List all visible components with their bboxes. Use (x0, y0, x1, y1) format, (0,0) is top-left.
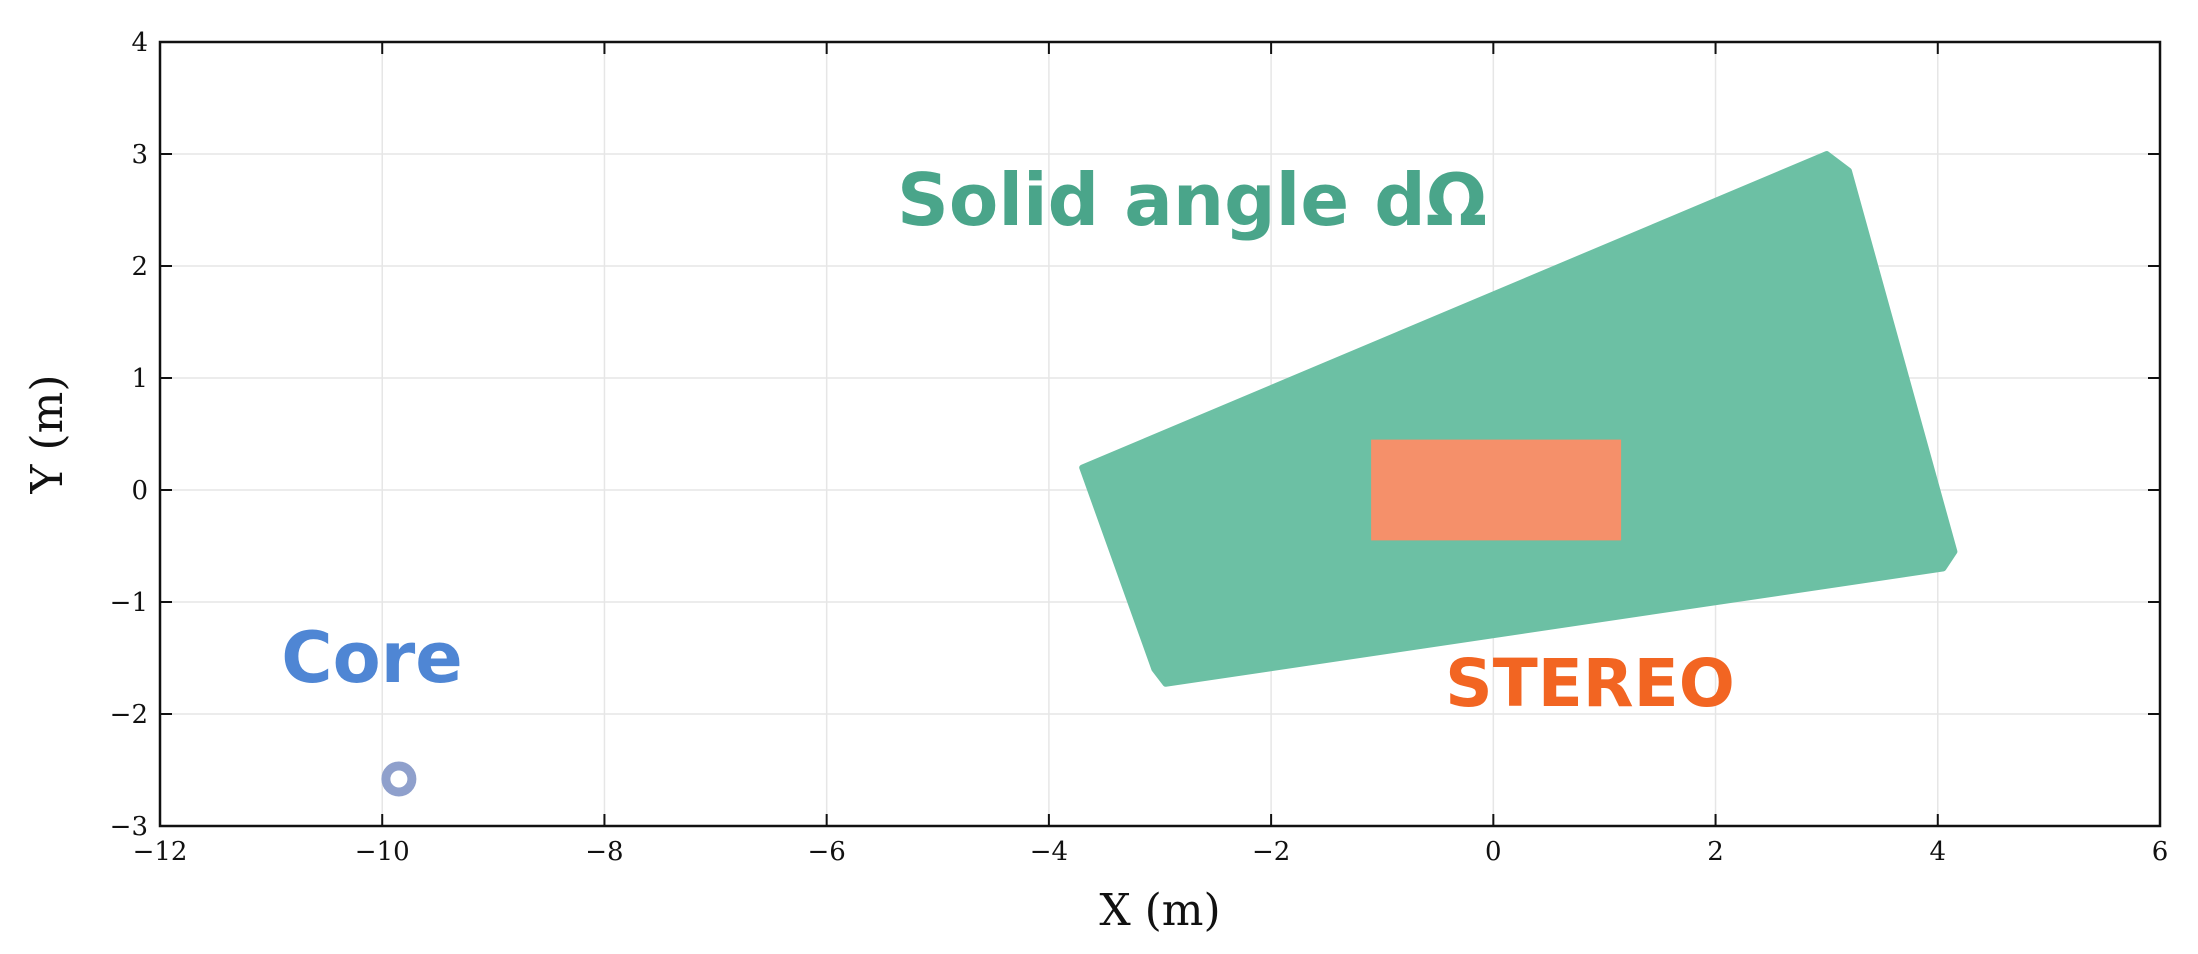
x-tick-label: 2 (1707, 837, 1724, 867)
y-tick-label: 2 (131, 252, 148, 282)
core-point (381, 761, 417, 797)
plot-frame (158, 40, 2162, 828)
x-tick-label: −8 (585, 837, 623, 867)
y-axis-title: Y (m) (22, 374, 73, 494)
region-label-solid-angle: Solid angle dΩ (897, 158, 1487, 242)
solid-angle-region (1079, 151, 1958, 687)
x-tick-label: −10 (355, 837, 410, 867)
region-label-stereo: STEREO (1445, 645, 1735, 722)
x-tick-label: −4 (1030, 837, 1068, 867)
x-tick-label: −6 (808, 837, 846, 867)
x-tick-label: 6 (2152, 837, 2169, 867)
regions (1079, 151, 1958, 687)
point-label-core: Core (281, 617, 462, 699)
y-tick-label: −3 (110, 812, 148, 842)
x-axis-title: X (m) (1099, 885, 1220, 936)
y-tick-label: −2 (110, 700, 148, 730)
y-tick-label: 0 (131, 476, 148, 506)
y-tick-label: −1 (110, 588, 148, 618)
points (381, 761, 417, 797)
ticks (159, 41, 2161, 827)
x-tick-label: −2 (1252, 837, 1290, 867)
x-tick-label: 4 (1930, 837, 1947, 867)
stereo-region (1371, 439, 1622, 541)
x-tick-label: 0 (1485, 837, 1502, 867)
y-tick-label: 3 (131, 140, 148, 170)
y-tick-label: 4 (131, 28, 148, 58)
y-tick-label: 1 (131, 364, 148, 394)
x-tick-label: −12 (133, 837, 188, 867)
